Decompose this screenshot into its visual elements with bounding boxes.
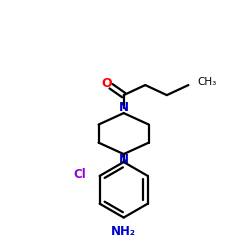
- Text: CH₃: CH₃: [198, 78, 217, 88]
- Text: NH₂: NH₂: [111, 225, 136, 238]
- Text: N: N: [119, 101, 129, 114]
- Text: Cl: Cl: [74, 168, 86, 181]
- Text: N: N: [119, 154, 129, 166]
- Text: O: O: [101, 77, 112, 90]
